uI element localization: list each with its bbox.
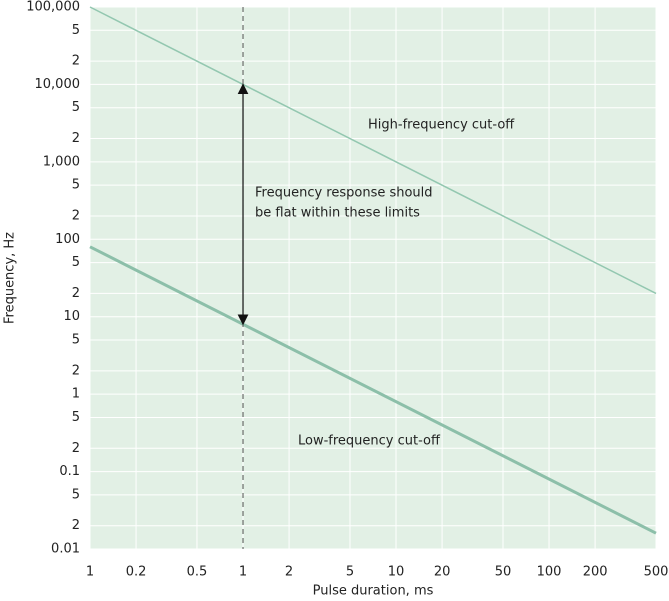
- x-tick-label: 50: [495, 565, 512, 580]
- annotation: be flat within these limits: [255, 206, 420, 221]
- y-tick-label: 10: [63, 309, 80, 324]
- annotation: Frequency response should: [255, 186, 433, 201]
- y-tick-label: 1,000: [43, 154, 80, 169]
- y-tick-label: 100: [55, 232, 80, 247]
- y-tick-label: 0.01: [51, 542, 80, 557]
- y-tick-label: 5: [72, 255, 80, 270]
- series-label: High-frequency cut-off: [368, 118, 515, 133]
- series-line: [89, 245, 657, 535]
- series-line: [89, 6, 657, 295]
- y-tick-label: 5: [72, 487, 80, 502]
- y-tick-label: 2: [72, 131, 80, 146]
- x-tick-label: 5: [346, 565, 354, 580]
- series-label: Low-frequency cut-off: [298, 434, 441, 449]
- y-tick-label: 2: [72, 518, 80, 533]
- x-tick-label: 500: [644, 565, 669, 580]
- y-tick-label: 5: [72, 410, 80, 425]
- x-tick-label: 1: [86, 565, 94, 580]
- x-tick-label: 2: [285, 565, 293, 580]
- y-tick-label: 2: [72, 441, 80, 456]
- x-tick-label: 0.2: [126, 565, 147, 580]
- x-tick-label: 0.5: [187, 565, 208, 580]
- y-tick-label: 5: [72, 100, 80, 115]
- y-tick-label: 2: [72, 363, 80, 378]
- y-tick-label: 1: [72, 387, 80, 402]
- y-tick-label: 5: [72, 23, 80, 38]
- y-tick-label: 0.1: [59, 464, 80, 479]
- x-tick-label: 100: [537, 565, 562, 580]
- y-tick-label: 5: [72, 178, 80, 193]
- y-tick-label: 2: [72, 54, 80, 69]
- x-tick-label: 1: [239, 565, 247, 580]
- x-tick-label: 10: [388, 565, 405, 580]
- x-tick-label: 20: [434, 565, 451, 580]
- x-axis-title: Pulse duration, ms: [313, 584, 434, 599]
- y-tick-label: 5: [72, 333, 80, 348]
- y-tick-label: 10,000: [35, 77, 81, 92]
- y-tick-label: 100,000: [26, 0, 80, 15]
- x-tick-label: 200: [583, 565, 608, 580]
- y-tick-label: 2: [72, 286, 80, 301]
- y-tick-label: 2: [72, 208, 80, 223]
- plot-background: [90, 7, 656, 549]
- y-axis-title: Frequency, Hz: [3, 232, 18, 324]
